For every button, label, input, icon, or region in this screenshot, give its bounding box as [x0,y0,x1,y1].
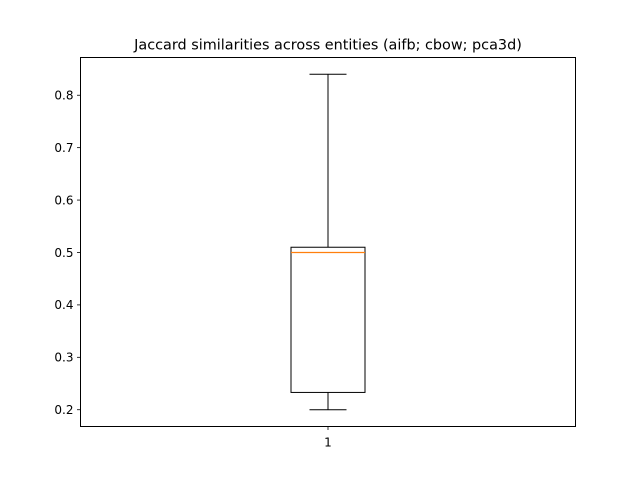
y-tick-label: 0.2 [54,403,73,417]
y-tick-label: 0.5 [54,246,73,260]
y-tick-label: 0.8 [54,89,73,103]
y-tick-label: 0.6 [54,193,73,207]
x-axis: 1 [324,426,332,450]
box-layer [290,73,366,411]
y-axis: 0.2 0.3 0.4 0.5 0.6 0.7 0.8 [54,89,81,417]
plot-area-frame [80,57,576,427]
y-tick-label: 0.4 [54,298,73,312]
chart-title: Jaccard similarities across entities (ai… [133,38,522,54]
interquartile-box [290,246,366,393]
x-tick-label: 1 [324,436,332,450]
y-tick-label: 0.3 [54,351,73,365]
y-tick-label: 0.7 [54,141,73,155]
